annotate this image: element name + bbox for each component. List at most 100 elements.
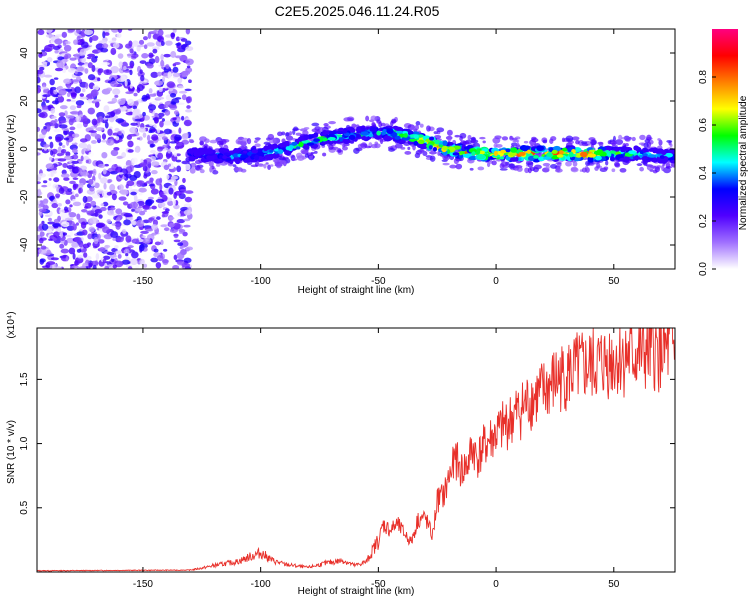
noise-cell xyxy=(123,66,127,71)
halo-cell xyxy=(418,149,424,154)
noise-cell xyxy=(41,148,50,154)
noise-cell xyxy=(72,265,79,269)
noise-cell xyxy=(174,61,181,65)
noise-cell xyxy=(79,48,87,56)
noise-cell xyxy=(110,231,119,239)
noise-cell xyxy=(47,182,52,187)
noise-cell xyxy=(178,228,186,233)
noise-cell xyxy=(177,47,186,53)
halo-cell xyxy=(370,144,378,149)
noise-cell xyxy=(166,153,171,160)
halo-cell xyxy=(572,161,578,167)
ridge-cell xyxy=(533,155,540,159)
colorbar-tick-label: 0.6 xyxy=(698,118,709,132)
noise-cell xyxy=(53,218,61,224)
halo-cell xyxy=(618,134,623,141)
halo-cell xyxy=(216,140,224,146)
noise-cell xyxy=(159,191,164,196)
noise-cell xyxy=(167,148,171,154)
noise-cell xyxy=(53,90,58,95)
noise-cell xyxy=(76,104,82,109)
noise-cell xyxy=(62,163,68,168)
noise-cell xyxy=(71,242,79,248)
noise-cell xyxy=(125,43,132,49)
noise-cell xyxy=(150,149,156,154)
noise-cell xyxy=(173,254,178,261)
noise-cell xyxy=(53,231,60,238)
halo-cell xyxy=(661,164,665,172)
noise-cell xyxy=(102,43,109,49)
noise-cell xyxy=(173,152,178,157)
halo-cell xyxy=(459,132,467,139)
noise-cell xyxy=(156,216,161,220)
noise-cell xyxy=(63,78,72,85)
noise-cell xyxy=(175,102,185,105)
noise-cell xyxy=(185,132,189,138)
noise-cell xyxy=(37,173,47,178)
noise-cell xyxy=(138,187,147,193)
ridge-cell xyxy=(442,145,448,150)
noise-cell xyxy=(109,183,116,192)
ridge-cell xyxy=(395,127,403,131)
spectrogram-plot-area xyxy=(37,29,675,269)
noise-cell xyxy=(101,133,107,140)
ridge-cell xyxy=(505,148,511,153)
noise-cell xyxy=(48,31,52,39)
noise-cell xyxy=(131,238,140,244)
halo-cell xyxy=(254,140,258,144)
noise-cell xyxy=(134,148,139,153)
halo-cell xyxy=(224,161,229,165)
noise-cell xyxy=(75,115,82,122)
noise-cell xyxy=(67,29,76,32)
halo-cell xyxy=(575,140,580,145)
noise-cell xyxy=(110,149,119,157)
ridge-cell xyxy=(348,134,356,140)
noise-cell xyxy=(43,146,48,151)
noise-cell xyxy=(126,53,133,57)
noise-cell xyxy=(131,157,138,165)
noise-cell xyxy=(41,223,49,231)
halo-cell xyxy=(269,164,274,167)
halo-cell xyxy=(342,144,346,148)
noise-cell xyxy=(135,265,140,269)
colorbar: 0.0 0.2 0.4 0.6 0.8 Normalized spectral ampl… xyxy=(698,29,749,276)
halo-cell xyxy=(646,165,654,171)
noise-cell xyxy=(112,42,120,49)
noise-cell xyxy=(118,61,123,68)
noise-cell xyxy=(165,64,170,69)
ridge-cell xyxy=(596,149,604,155)
halo-cell xyxy=(499,168,508,171)
halo-cell xyxy=(278,157,287,161)
noise-cell xyxy=(125,160,132,167)
noise-cell xyxy=(160,239,164,246)
noise-cell xyxy=(48,238,53,241)
noise-cell xyxy=(95,253,100,260)
noise-cell xyxy=(67,92,71,98)
noise-cell xyxy=(71,79,80,83)
noise-cell xyxy=(115,118,125,123)
noise-cell xyxy=(97,239,105,244)
ridge-cell xyxy=(291,141,298,146)
ridge-cell xyxy=(313,138,320,142)
spectrogram-x-tick-label: -150 xyxy=(133,276,153,287)
noise-cell xyxy=(175,42,181,46)
ridge-cell xyxy=(303,134,310,141)
noise-cell xyxy=(163,164,170,171)
spectrogram-cells xyxy=(37,29,675,269)
snr-multiplier: (x10⁴) xyxy=(6,311,17,338)
noise-cell xyxy=(176,141,185,149)
noise-cell xyxy=(107,128,113,136)
noise-cell xyxy=(61,149,67,154)
snr-x-tick-label: -50 xyxy=(371,579,386,590)
ridge-cell xyxy=(207,157,213,162)
noise-cell xyxy=(72,177,79,181)
noise-cell xyxy=(131,220,137,226)
noise-cell xyxy=(138,192,143,196)
halo-cell xyxy=(314,150,318,154)
noise-cell xyxy=(104,244,111,248)
halo-cell xyxy=(378,121,383,128)
noise-cell xyxy=(61,221,70,228)
halo-cell xyxy=(501,136,509,141)
ridge-cell xyxy=(360,135,368,141)
noise-cell xyxy=(156,254,164,262)
